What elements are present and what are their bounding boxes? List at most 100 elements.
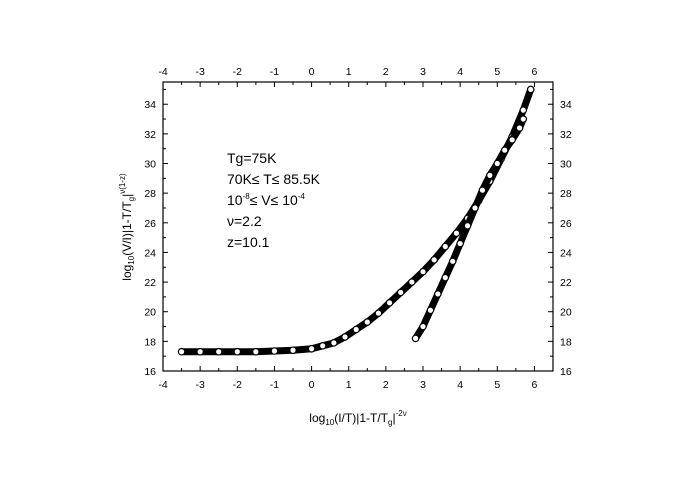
data-point — [434, 290, 442, 298]
series-1 — [411, 115, 528, 343]
right-axis-ticks: 16 18 20 22 24 26 28 30 32 34 — [548, 88, 572, 378]
x-tick-label-bottom: -3 — [195, 379, 204, 391]
data-point — [289, 346, 297, 355]
x-tick-label-top: 3 — [420, 66, 426, 78]
y-tick-label-left: 34 — [144, 99, 156, 111]
data-point — [411, 334, 420, 343]
y-tick-label-right: 34 — [560, 99, 572, 111]
data-point — [330, 339, 338, 347]
data-point — [318, 342, 327, 350]
x-axis-label-main: (I/T)|1-T/T — [334, 411, 388, 425]
annotation-voltage-sup2: -4 — [298, 192, 306, 201]
x-tick-label-top: 2 — [383, 66, 389, 78]
y-tick-label-right: 20 — [560, 307, 572, 319]
data-point — [519, 106, 528, 114]
y-tick-label-left: 32 — [144, 129, 156, 141]
data-point — [363, 318, 372, 326]
x-tick-label-top: -4 — [158, 66, 167, 78]
x-tick-label-bottom: -1 — [270, 379, 279, 391]
data-point — [426, 306, 435, 315]
y-tick-label-right: 18 — [560, 336, 572, 348]
y-tick-label-right: 26 — [560, 218, 572, 230]
data-point — [448, 257, 457, 266]
x-axis-label-sub: 10 — [325, 418, 334, 427]
data-point — [341, 333, 349, 341]
y-tick-label-left: 22 — [144, 277, 156, 289]
data-point — [456, 239, 464, 248]
annotation-voltage-mid: ≤ V≤ 10 — [250, 192, 298, 208]
y-axis-label-sub2: g — [127, 197, 136, 201]
x-tick-label-top: 1 — [346, 66, 352, 78]
y-tick-label-left: 18 — [144, 336, 156, 348]
data-point — [408, 278, 416, 286]
series-band — [412, 115, 527, 342]
data-point — [374, 309, 383, 318]
y-tick-label-right: 30 — [560, 159, 572, 171]
data-point — [419, 322, 427, 331]
annotation-voltage-range: 10-8≤ V≤ 10-4 — [227, 192, 305, 208]
y-tick-label-left: 30 — [144, 159, 156, 171]
annotation-z: z=10.1 — [227, 234, 270, 250]
data-point — [196, 347, 204, 356]
y-tick-label-right: 32 — [560, 129, 572, 141]
annotation-temp-range: 70K≤ T≤ 85.5K — [227, 171, 321, 187]
data-point — [508, 136, 516, 144]
y-tick-label-left: 20 — [144, 307, 156, 319]
annotation-voltage-pre: 10 — [227, 192, 243, 208]
x-tick-label-bottom: 0 — [309, 379, 315, 391]
y-axis-label-main: (V/I)|1-T/T — [120, 201, 134, 256]
data-point — [441, 242, 450, 251]
data-point — [441, 273, 450, 282]
x-axis-label-tail: | — [392, 411, 395, 425]
left-axis-ticks: 16 18 20 22 24 26 28 30 32 34 — [144, 88, 168, 378]
y-tick-label-left: 24 — [144, 247, 156, 259]
data-point — [463, 221, 472, 230]
annotation-nu: ν=2.2 — [227, 213, 262, 229]
y-tick-label-right: 24 — [560, 247, 572, 259]
data-point — [385, 299, 394, 307]
x-tick-label-bottom: -4 — [158, 379, 167, 391]
data-point — [396, 288, 405, 297]
y-tick-label-left: 16 — [144, 366, 156, 378]
data-point — [270, 347, 279, 355]
x-tick-label-bottom: 6 — [532, 379, 538, 391]
plot-frame — [162, 81, 554, 372]
data-point — [515, 124, 524, 132]
x-tick-label-bottom: -2 — [233, 379, 242, 391]
annotation-voltage-sup1: -8 — [243, 192, 251, 201]
x-tick-label-bottom: 2 — [383, 379, 389, 391]
x-tick-label-top: -1 — [270, 66, 279, 78]
data-point — [526, 85, 535, 94]
x-tick-label-bottom: 4 — [457, 379, 463, 391]
x-axis-label-sup: -2ν — [396, 409, 407, 418]
x-axis-label: log10(I/T)|1-T/Tg|-2ν — [309, 409, 406, 427]
x-tick-label-top: 6 — [532, 66, 538, 78]
x-tick-label-top: -2 — [233, 66, 242, 78]
x-axis-label-sub2: g — [388, 418, 392, 427]
data-point — [519, 115, 528, 123]
data-point — [493, 159, 502, 168]
data-point — [233, 347, 242, 356]
data-point — [177, 347, 186, 356]
data-point — [500, 146, 509, 154]
x-tick-label-bottom: 5 — [494, 379, 500, 391]
x-tick-label-top: -3 — [195, 66, 204, 78]
data-point — [430, 256, 438, 264]
data-point — [214, 347, 223, 356]
y-tick-label-left: 26 — [144, 218, 156, 230]
annotation-tg: Tg=75K — [227, 150, 277, 166]
bottom-axis-ticks: -4 -3 -2 -1 0 1 2 3 4 5 6 — [158, 366, 538, 391]
y-tick-label-right: 22 — [560, 277, 572, 289]
series-layer — [177, 85, 535, 356]
x-tick-label-bottom: 3 — [420, 379, 426, 391]
y-axis-label-sub: 10 — [127, 255, 136, 264]
x-tick-label-bottom: 1 — [346, 379, 352, 391]
data-point — [307, 344, 316, 353]
y-tick-label-left: 28 — [144, 188, 156, 200]
data-point — [419, 267, 427, 276]
x-tick-label-top: 5 — [494, 66, 500, 78]
y-axis-label-sup: ν(1-z) — [118, 173, 127, 194]
x-tick-label-top: 4 — [457, 66, 463, 78]
x-axis-label-prefix: log — [309, 411, 325, 425]
